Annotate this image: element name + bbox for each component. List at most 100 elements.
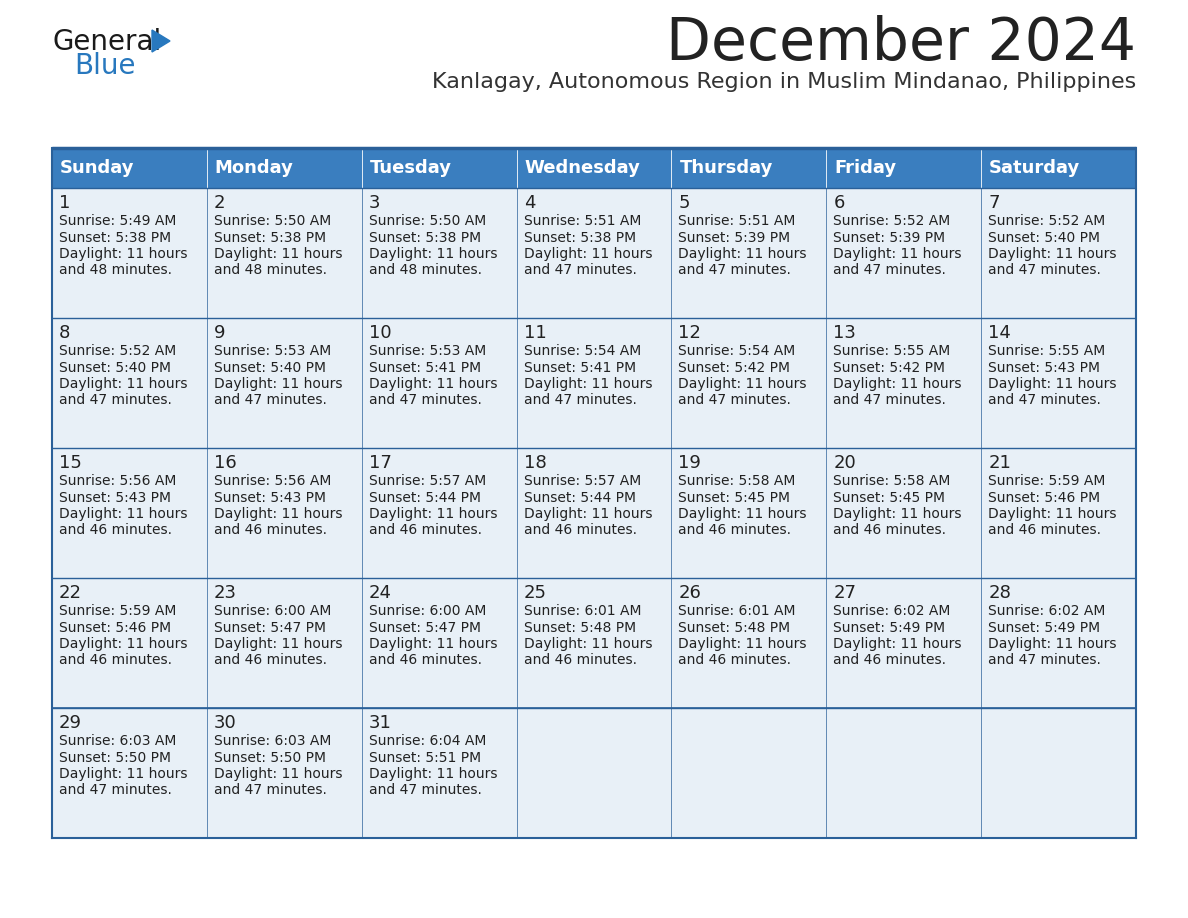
Text: Sunrise: 5:49 AM: Sunrise: 5:49 AM xyxy=(59,214,176,228)
Bar xyxy=(361,578,517,708)
Text: Daylight: 11 hours: Daylight: 11 hours xyxy=(988,507,1117,521)
Text: and 46 minutes.: and 46 minutes. xyxy=(59,654,172,667)
Text: and 47 minutes.: and 47 minutes. xyxy=(214,783,327,798)
Text: Sunrise: 5:52 AM: Sunrise: 5:52 AM xyxy=(59,344,176,358)
Text: Sunset: 5:51 PM: Sunset: 5:51 PM xyxy=(368,751,481,765)
Text: and 46 minutes.: and 46 minutes. xyxy=(524,523,637,538)
Text: Daylight: 11 hours: Daylight: 11 hours xyxy=(833,247,962,261)
Text: Sunrise: 6:03 AM: Sunrise: 6:03 AM xyxy=(59,734,176,748)
Text: Sunrise: 6:01 AM: Sunrise: 6:01 AM xyxy=(524,604,642,618)
Text: Daylight: 11 hours: Daylight: 11 hours xyxy=(988,377,1117,391)
Text: Sunrise: 5:53 AM: Sunrise: 5:53 AM xyxy=(214,344,331,358)
Text: Sunset: 5:38 PM: Sunset: 5:38 PM xyxy=(524,230,636,244)
Polygon shape xyxy=(152,30,170,52)
Text: Sunrise: 5:57 AM: Sunrise: 5:57 AM xyxy=(524,474,640,488)
Text: Saturday: Saturday xyxy=(990,159,1080,177)
Bar xyxy=(52,708,207,838)
Text: Sunrise: 5:52 AM: Sunrise: 5:52 AM xyxy=(833,214,950,228)
Text: 10: 10 xyxy=(368,324,391,342)
Text: Daylight: 11 hours: Daylight: 11 hours xyxy=(833,377,962,391)
Bar xyxy=(981,448,1136,578)
Text: Daylight: 11 hours: Daylight: 11 hours xyxy=(368,767,498,781)
Text: Daylight: 11 hours: Daylight: 11 hours xyxy=(524,637,652,651)
Text: and 46 minutes.: and 46 minutes. xyxy=(833,523,947,538)
Bar xyxy=(517,148,671,188)
Text: Sunset: 5:40 PM: Sunset: 5:40 PM xyxy=(214,361,326,375)
Bar xyxy=(671,578,827,708)
Text: 19: 19 xyxy=(678,454,701,472)
Text: Sunset: 5:45 PM: Sunset: 5:45 PM xyxy=(678,490,790,505)
Text: Sunrise: 5:56 AM: Sunrise: 5:56 AM xyxy=(214,474,331,488)
Text: Daylight: 11 hours: Daylight: 11 hours xyxy=(368,377,498,391)
Text: Daylight: 11 hours: Daylight: 11 hours xyxy=(524,247,652,261)
Bar xyxy=(207,708,361,838)
Text: Kanlagay, Autonomous Region in Muslim Mindanao, Philippines: Kanlagay, Autonomous Region in Muslim Mi… xyxy=(431,72,1136,92)
Bar xyxy=(207,578,361,708)
Text: Sunset: 5:48 PM: Sunset: 5:48 PM xyxy=(678,621,790,634)
Bar xyxy=(52,148,207,188)
Text: Sunset: 5:39 PM: Sunset: 5:39 PM xyxy=(678,230,790,244)
Text: Sunset: 5:40 PM: Sunset: 5:40 PM xyxy=(59,361,171,375)
Text: 14: 14 xyxy=(988,324,1011,342)
Text: Sunrise: 6:01 AM: Sunrise: 6:01 AM xyxy=(678,604,796,618)
Text: 4: 4 xyxy=(524,194,535,212)
Bar xyxy=(361,188,517,318)
Text: Sunset: 5:39 PM: Sunset: 5:39 PM xyxy=(833,230,946,244)
Text: Sunset: 5:42 PM: Sunset: 5:42 PM xyxy=(833,361,946,375)
Text: Daylight: 11 hours: Daylight: 11 hours xyxy=(59,767,188,781)
Text: and 48 minutes.: and 48 minutes. xyxy=(368,263,481,277)
Text: and 46 minutes.: and 46 minutes. xyxy=(678,523,791,538)
Text: and 46 minutes.: and 46 minutes. xyxy=(678,654,791,667)
Text: Sunset: 5:50 PM: Sunset: 5:50 PM xyxy=(214,751,326,765)
Text: Sunset: 5:50 PM: Sunset: 5:50 PM xyxy=(59,751,171,765)
Text: Sunset: 5:47 PM: Sunset: 5:47 PM xyxy=(368,621,481,634)
Text: 24: 24 xyxy=(368,584,392,602)
Text: Sunrise: 5:56 AM: Sunrise: 5:56 AM xyxy=(59,474,176,488)
Text: Sunset: 5:41 PM: Sunset: 5:41 PM xyxy=(368,361,481,375)
Text: Daylight: 11 hours: Daylight: 11 hours xyxy=(368,247,498,261)
Text: Sunset: 5:48 PM: Sunset: 5:48 PM xyxy=(524,621,636,634)
Text: Daylight: 11 hours: Daylight: 11 hours xyxy=(678,377,807,391)
Text: Sunset: 5:45 PM: Sunset: 5:45 PM xyxy=(833,490,946,505)
Text: 1: 1 xyxy=(59,194,70,212)
Text: Daylight: 11 hours: Daylight: 11 hours xyxy=(214,767,342,781)
Text: 11: 11 xyxy=(524,324,546,342)
Text: Daylight: 11 hours: Daylight: 11 hours xyxy=(368,507,498,521)
Text: and 47 minutes.: and 47 minutes. xyxy=(59,394,172,408)
Text: 26: 26 xyxy=(678,584,701,602)
Text: Thursday: Thursday xyxy=(680,159,773,177)
Bar xyxy=(827,708,981,838)
Text: Sunset: 5:42 PM: Sunset: 5:42 PM xyxy=(678,361,790,375)
Text: Sunrise: 5:58 AM: Sunrise: 5:58 AM xyxy=(678,474,796,488)
Text: 16: 16 xyxy=(214,454,236,472)
Bar xyxy=(671,148,827,188)
Text: Sunset: 5:40 PM: Sunset: 5:40 PM xyxy=(988,230,1100,244)
Text: 5: 5 xyxy=(678,194,690,212)
Text: Daylight: 11 hours: Daylight: 11 hours xyxy=(214,637,342,651)
Text: 15: 15 xyxy=(59,454,82,472)
Bar xyxy=(361,708,517,838)
Text: Sunset: 5:46 PM: Sunset: 5:46 PM xyxy=(59,621,171,634)
Text: and 48 minutes.: and 48 minutes. xyxy=(214,263,327,277)
Text: and 46 minutes.: and 46 minutes. xyxy=(214,654,327,667)
Text: and 47 minutes.: and 47 minutes. xyxy=(524,263,637,277)
Text: and 47 minutes.: and 47 minutes. xyxy=(59,783,172,798)
Bar xyxy=(52,578,207,708)
Text: Sunrise: 5:50 AM: Sunrise: 5:50 AM xyxy=(214,214,331,228)
Text: Sunset: 5:38 PM: Sunset: 5:38 PM xyxy=(59,230,171,244)
Bar xyxy=(517,708,671,838)
Bar xyxy=(207,318,361,448)
Text: 22: 22 xyxy=(59,584,82,602)
Text: Daylight: 11 hours: Daylight: 11 hours xyxy=(59,247,188,261)
Text: Friday: Friday xyxy=(834,159,897,177)
Bar xyxy=(827,448,981,578)
Bar xyxy=(671,448,827,578)
Text: 7: 7 xyxy=(988,194,999,212)
Text: Daylight: 11 hours: Daylight: 11 hours xyxy=(988,247,1117,261)
Text: and 46 minutes.: and 46 minutes. xyxy=(988,523,1101,538)
Bar xyxy=(52,188,207,318)
Text: 6: 6 xyxy=(833,194,845,212)
Text: Daylight: 11 hours: Daylight: 11 hours xyxy=(524,507,652,521)
Text: Monday: Monday xyxy=(215,159,293,177)
Text: Daylight: 11 hours: Daylight: 11 hours xyxy=(678,247,807,261)
